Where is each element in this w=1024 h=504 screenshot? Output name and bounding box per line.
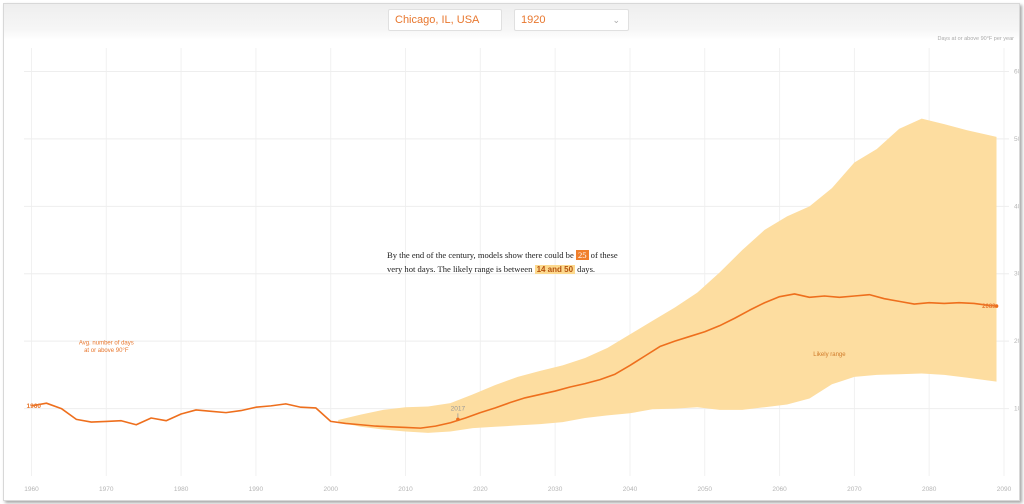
- location-select[interactable]: Chicago, IL, USA: [388, 9, 502, 31]
- current-year-label: 2017: [451, 405, 466, 412]
- x-tick-label: 1980: [174, 486, 189, 493]
- series-label-line2: at or above 90°F: [84, 348, 129, 354]
- x-tick-label: 2030: [548, 486, 563, 493]
- end-year-point: [994, 304, 999, 308]
- y-axis-label: Days at or above 90°F per year: [938, 36, 1015, 42]
- start-year-label: 1960: [26, 403, 41, 410]
- x-tick-label: 2070: [847, 486, 862, 493]
- y-tick-label: 40: [1014, 203, 1019, 210]
- year-label: 1920: [521, 14, 546, 26]
- location-label: Chicago, IL, USA: [395, 14, 480, 26]
- x-tick-label: 2080: [922, 486, 937, 493]
- end-year-label: 2089: [982, 304, 996, 310]
- annotation-text-before: By the end of the century, models show t…: [387, 250, 576, 260]
- likely-range-label: Likely range: [813, 352, 846, 358]
- annotation-text-middle: of these very hot days. The likely range…: [387, 250, 618, 274]
- series-label-line1: Avg. number of days: [79, 341, 134, 347]
- likely-range-band: [338, 118, 997, 433]
- x-tick-label: 1960: [24, 486, 39, 493]
- x-tick-label: 2020: [473, 486, 488, 493]
- annotation-text-after: days.: [575, 263, 596, 274]
- y-tick-label: 10: [1014, 406, 1019, 413]
- summary-annotation: By the end of the century, models show t…: [387, 249, 632, 276]
- y-tick-label: 50: [1014, 136, 1019, 143]
- x-tick-label: 2040: [623, 486, 638, 493]
- x-tick-label: 1970: [99, 486, 114, 493]
- chevron-down-icon: ⌄: [612, 15, 620, 25]
- x-tick-label: 2060: [772, 486, 787, 493]
- average-line: [31, 293, 997, 429]
- current-year-point: [456, 417, 460, 422]
- y-tick-label: 20: [1014, 338, 1019, 345]
- x-tick-label: 2050: [698, 486, 713, 493]
- hot-days-chart: 1960 1970 1980 1990 2000 2010 2020 2030 2040 2050…: [24, 36, 1019, 493]
- year-select[interactable]: 1920 ⌄: [514, 9, 629, 31]
- likely-range-value: 14 and 50: [534, 264, 576, 274]
- y-tick-label: 30: [1014, 271, 1019, 278]
- x-tick-label: 1990: [249, 486, 264, 493]
- x-tick-label: 2090: [997, 486, 1012, 493]
- y-tick-label: 60: [1014, 68, 1019, 75]
- x-tick-label: 2000: [323, 486, 338, 493]
- projected-days-value: 25: [575, 250, 589, 260]
- x-tick-label: 2010: [398, 486, 413, 493]
- chart-frame: Chicago, IL, USA 1920 ⌄ 1960 1970 1980 1990…: [3, 3, 1020, 501]
- controls-bar: Chicago, IL, USA 1920 ⌄: [4, 4, 1019, 40]
